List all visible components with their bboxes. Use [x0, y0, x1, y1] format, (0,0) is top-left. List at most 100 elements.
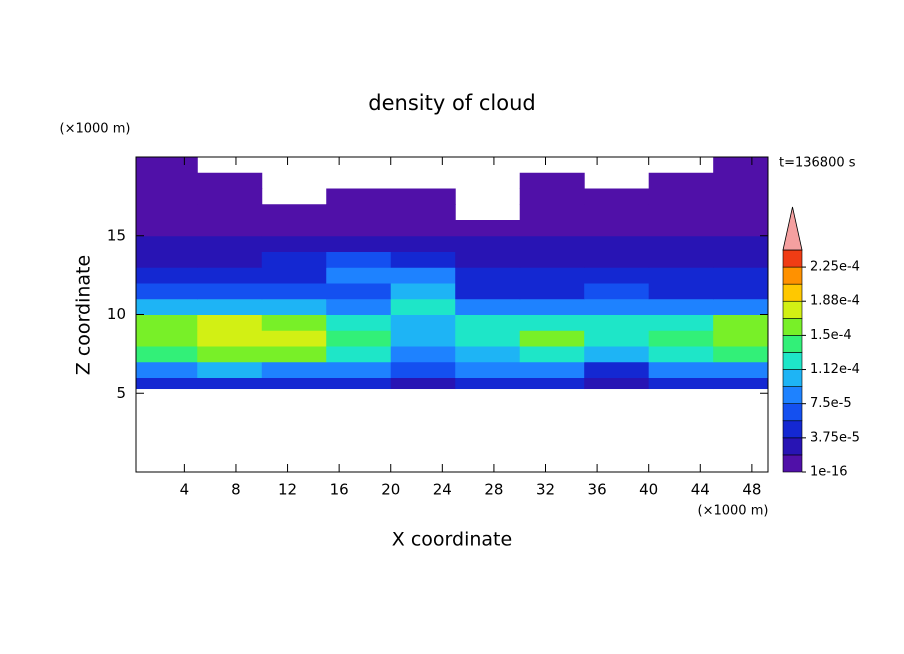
y-axis-label: Z coordinate [73, 255, 95, 375]
field-cell [261, 235, 327, 252]
field-cell [326, 314, 392, 331]
field-cell [136, 251, 198, 268]
field-cell [519, 204, 585, 221]
field-cell [455, 298, 521, 315]
field-cell [261, 346, 327, 363]
field-cell [326, 235, 392, 252]
field-cell [584, 346, 650, 363]
field-cell [584, 361, 650, 378]
field-cell [713, 377, 769, 390]
field-cell [713, 267, 769, 284]
x-tick-label: 4 [180, 481, 190, 499]
colorbar-box [782, 420, 803, 439]
field-cell [390, 330, 456, 347]
field-cell [261, 330, 327, 347]
field-cell [648, 188, 714, 205]
field-cell [136, 172, 198, 189]
field-cell [197, 188, 263, 205]
field-cell [197, 377, 263, 390]
colorbar-label: 1.12e-4 [810, 362, 860, 377]
field-cell [326, 361, 392, 378]
field-cell [584, 330, 650, 347]
field-cell [390, 377, 456, 390]
field-cell [390, 251, 456, 268]
colorbar-label: 1.88e-4 [810, 294, 860, 309]
field-cell [584, 298, 650, 315]
x-axis-label: X coordinate [392, 529, 512, 551]
field-cell [455, 346, 521, 363]
field-cell [197, 330, 263, 347]
colorbar-box [782, 300, 803, 319]
field-cell [136, 204, 198, 221]
field-cell [519, 172, 585, 189]
y-unit: (×1000 m) [60, 122, 131, 137]
field-cell [519, 220, 585, 237]
field-cell [584, 283, 650, 300]
field-cell [713, 314, 769, 331]
colorbar-box [782, 266, 803, 285]
field-cell [713, 188, 769, 205]
colorbar-label: 3.75e-5 [810, 430, 860, 445]
field-cell [713, 220, 769, 237]
field-cell [455, 251, 521, 268]
colorbar-label: 7.5e-5 [810, 396, 852, 411]
field-cell [197, 267, 263, 284]
field-cell [261, 314, 327, 331]
field-cell [136, 235, 198, 252]
contour-field [136, 157, 769, 390]
field-cell [390, 314, 456, 331]
field-cell [713, 298, 769, 315]
field-cell [519, 298, 585, 315]
x-tick-label: 44 [691, 481, 710, 499]
field-cell [261, 220, 327, 237]
field-cell [261, 204, 327, 221]
field-cell [455, 267, 521, 284]
axes: 4 8 12 16 20 24 28 32 36 40 44 48510151e-163.75e-57… [107, 156, 860, 499]
field-cell [326, 267, 392, 284]
field-cell [136, 267, 198, 284]
x-unit: (×1000 m) [698, 504, 769, 519]
field-cell [519, 314, 585, 331]
field-cell [648, 267, 714, 284]
field-cell [519, 346, 585, 363]
field-cell [390, 267, 456, 284]
field-cell [197, 314, 263, 331]
field-cell [455, 377, 521, 390]
field-cell [326, 283, 392, 300]
colorbar-box [782, 403, 803, 422]
field-cell [261, 298, 327, 315]
field-cell [326, 330, 392, 347]
field-cell [584, 314, 650, 331]
x-tick-label: 24 [433, 481, 452, 499]
field-cell [455, 235, 521, 252]
x-tick-label: 48 [742, 481, 761, 499]
field-cell [197, 251, 263, 268]
field-cell [584, 188, 650, 205]
field-cell [197, 346, 263, 363]
field-cell [519, 267, 585, 284]
chart-title: density of cloud [368, 91, 535, 115]
field-cell [584, 267, 650, 284]
colorbar-box [782, 249, 803, 268]
field-cell [455, 314, 521, 331]
field-cell [455, 361, 521, 378]
field-cell [648, 377, 714, 390]
field-cell [648, 204, 714, 221]
field-cell [713, 251, 769, 268]
field-cell [455, 330, 521, 347]
field-cell [136, 330, 198, 347]
x-tick-label: 32 [536, 481, 555, 499]
colorbar-box [782, 283, 803, 302]
x-tick-label: 36 [588, 481, 607, 499]
field-cell [390, 188, 456, 205]
field-cell [136, 157, 198, 174]
field-cell [584, 235, 650, 252]
colorbar-box [782, 335, 803, 353]
y-tick-label: 10 [107, 305, 126, 323]
field-cell [648, 361, 714, 378]
colorbar-label: 2.25e-4 [810, 260, 860, 275]
field-cell [648, 330, 714, 347]
field-cell [455, 283, 521, 300]
field-cell [390, 283, 456, 300]
